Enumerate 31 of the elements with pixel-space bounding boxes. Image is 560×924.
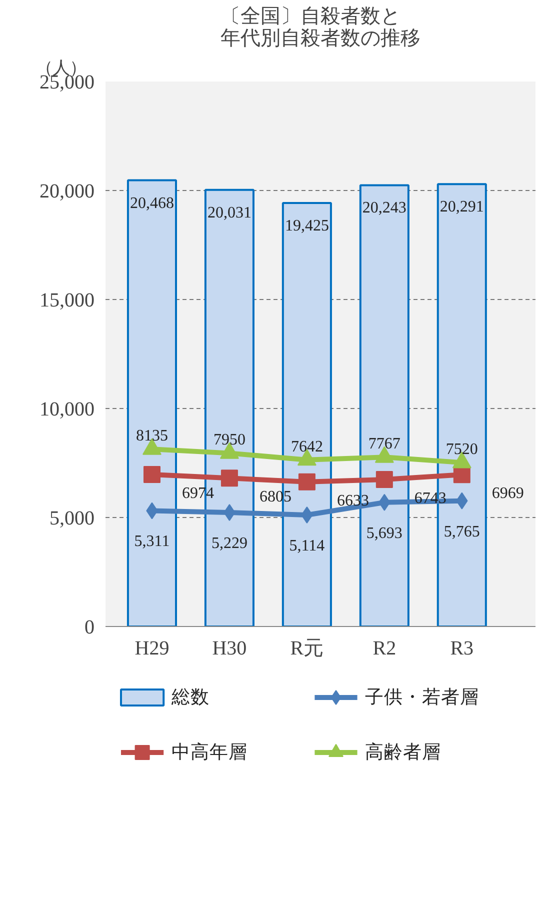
data-label: 19,425 bbox=[284, 218, 329, 235]
data-label: 7950 bbox=[213, 432, 246, 449]
legend-label: 高齢者層 bbox=[365, 741, 442, 763]
data-label: 7767 bbox=[368, 436, 400, 453]
data-label: 5,229 bbox=[211, 535, 248, 552]
data-label: 20,243 bbox=[362, 200, 406, 217]
data-label: 20,468 bbox=[130, 194, 174, 212]
x-tick-label: H30 bbox=[212, 638, 247, 660]
y-tick-label: 10,000 bbox=[40, 398, 94, 420]
chart-title: 〔全国〕自殺者数と年代別自殺者数の推移 bbox=[220, 6, 420, 50]
data-label: 5,765 bbox=[444, 523, 480, 540]
data-label: 7642 bbox=[290, 438, 323, 456]
legend-label: 子供・若者層 bbox=[365, 687, 480, 708]
y-tick-label: 20,000 bbox=[40, 180, 94, 202]
data-label: 8135 bbox=[136, 428, 168, 445]
data-label: 20,031 bbox=[207, 204, 252, 222]
data-label: 6969 bbox=[492, 485, 524, 502]
data-label: 5,311 bbox=[134, 533, 170, 550]
data-label: 5,114 bbox=[289, 538, 325, 555]
x-tick-label: H29 bbox=[134, 638, 170, 660]
data-label: 5,693 bbox=[366, 524, 402, 542]
x-tick-label: R元 bbox=[290, 638, 324, 660]
legend-label: 総数 bbox=[170, 687, 210, 708]
y-tick-label: 0 bbox=[84, 616, 94, 638]
x-tick-label: R3 bbox=[450, 638, 474, 660]
x-tick-label: R2 bbox=[372, 638, 396, 660]
y-tick-label: 5,000 bbox=[50, 508, 94, 530]
data-label: 20,291 bbox=[440, 198, 484, 216]
data-label: 7520 bbox=[446, 441, 478, 458]
y-tick-label: 15,000 bbox=[40, 290, 94, 312]
legend-label: 中高年層 bbox=[171, 741, 248, 763]
